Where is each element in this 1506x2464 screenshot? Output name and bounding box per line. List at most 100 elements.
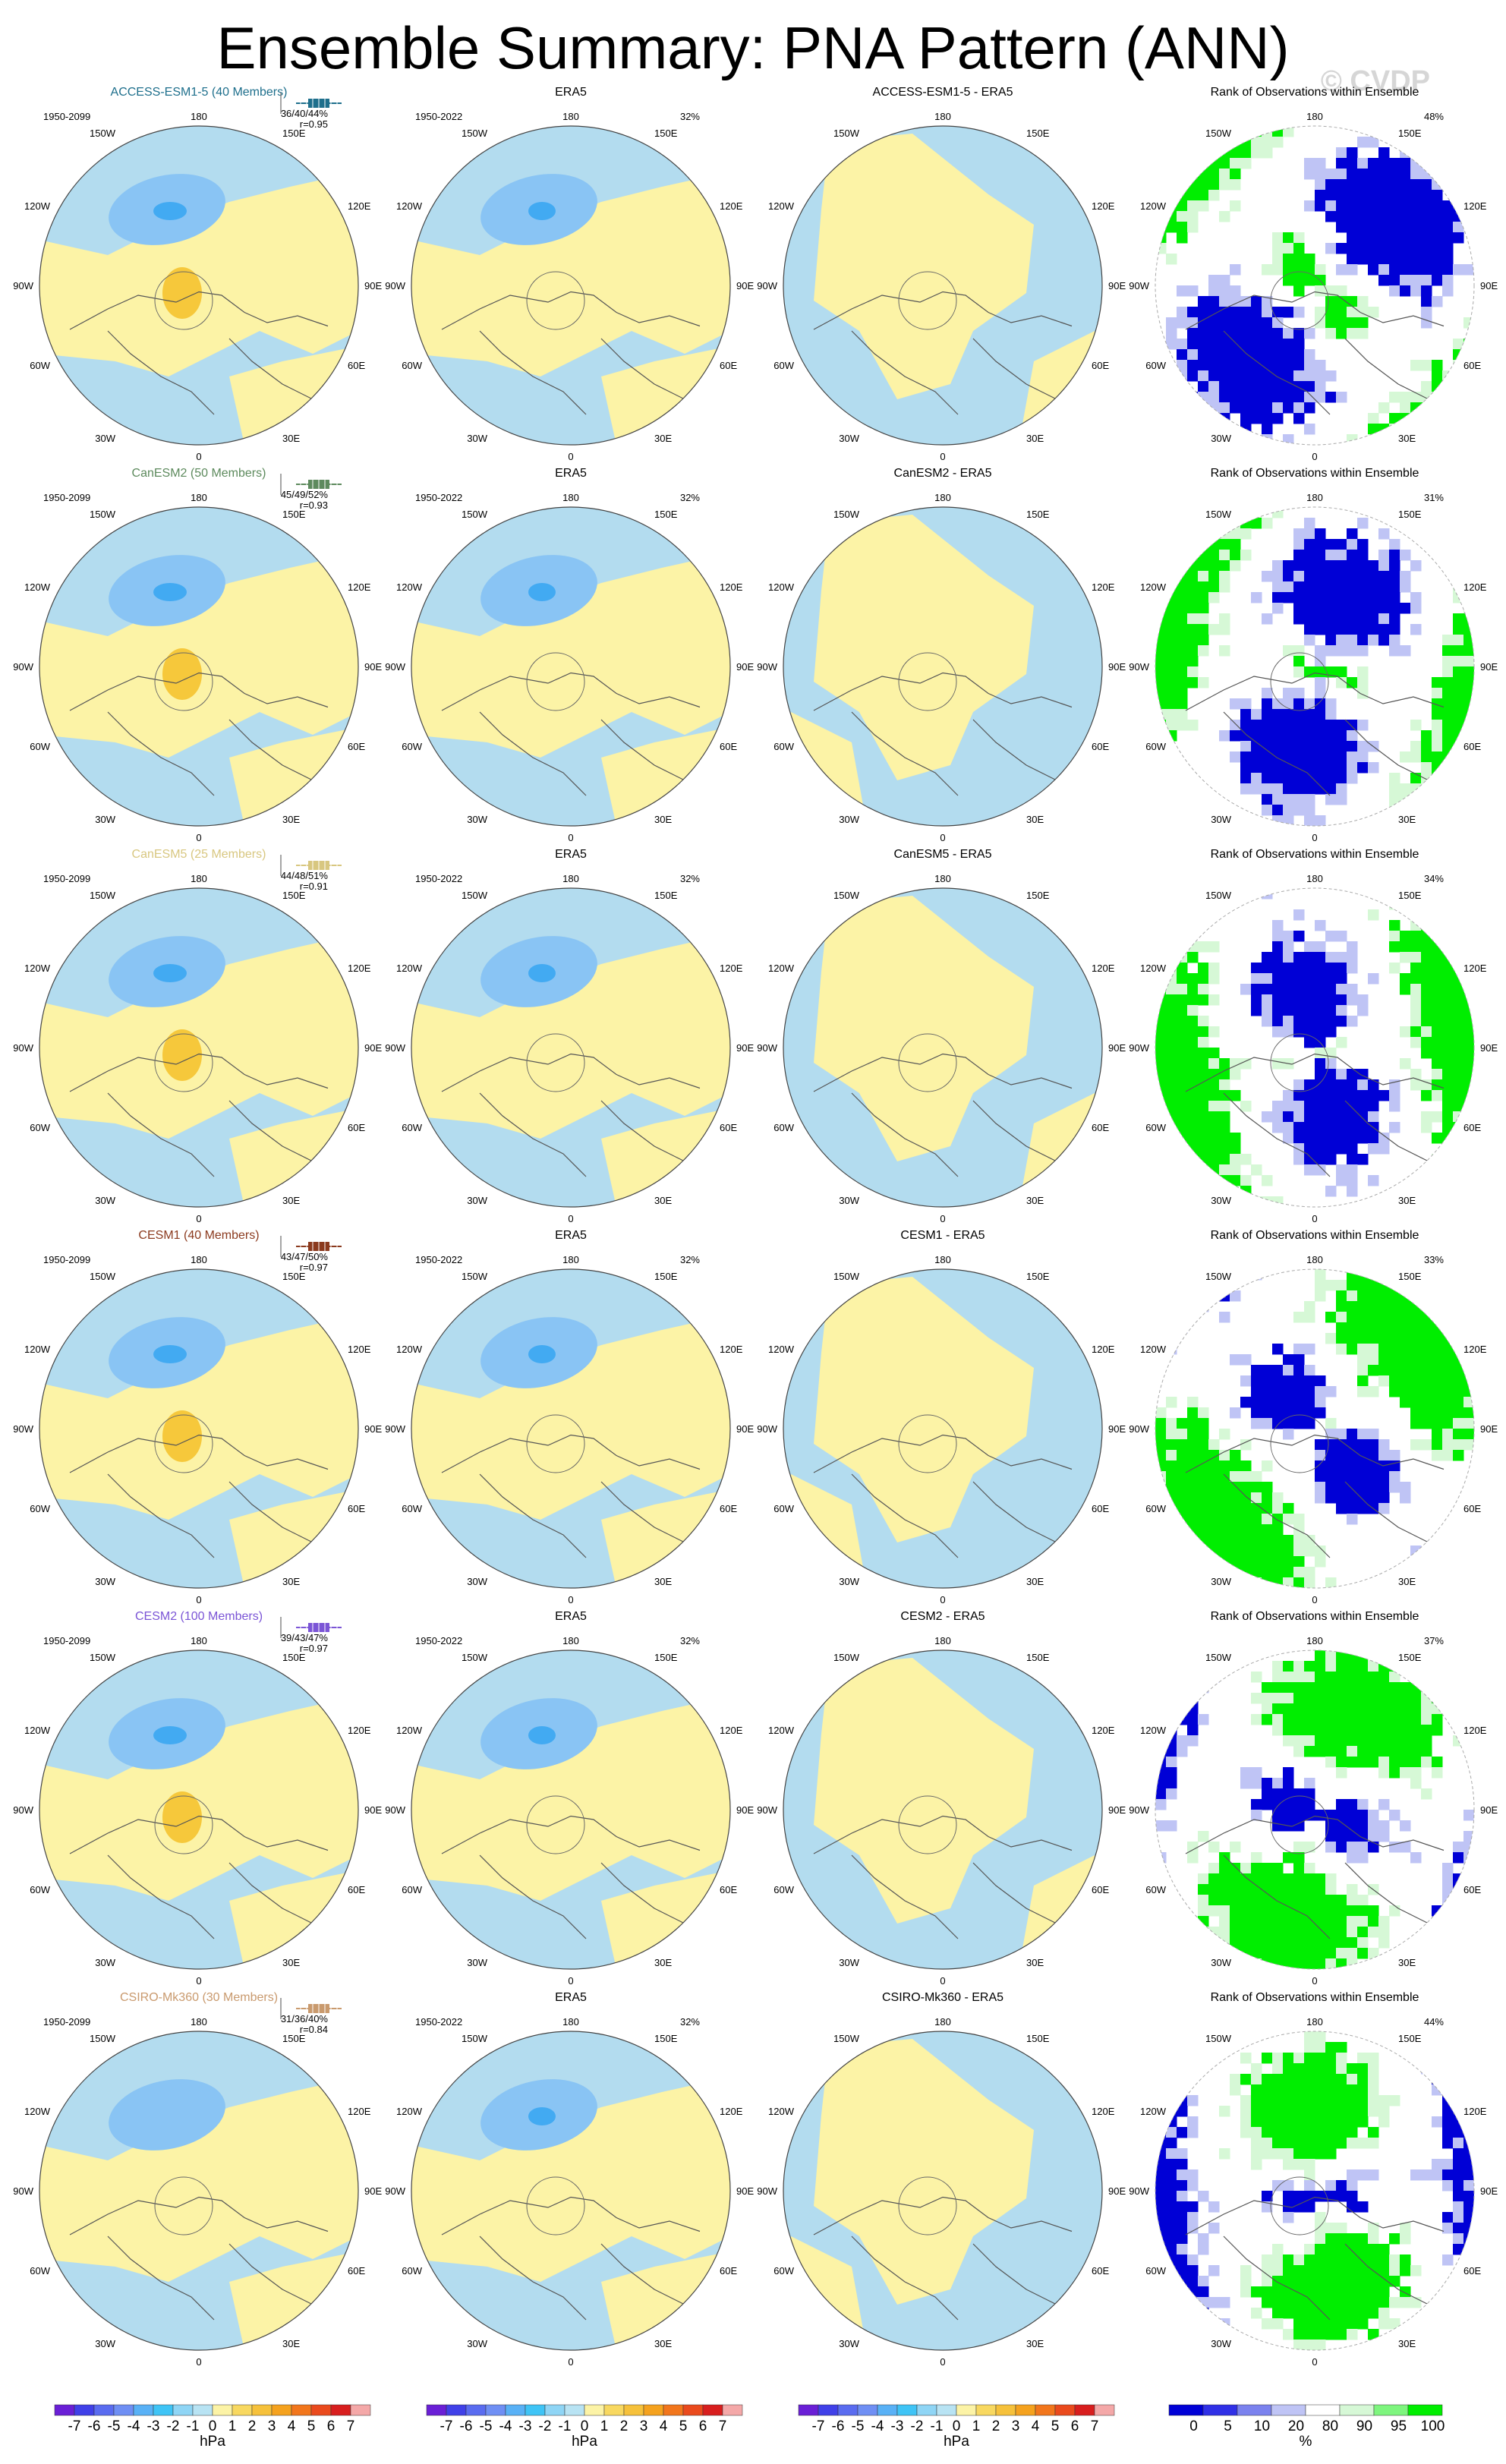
- rank-cell: [1410, 1693, 1422, 1704]
- lon-label-120w: 120W: [24, 2106, 51, 2117]
- rank-cell: [1325, 603, 1337, 614]
- lon-label-150w: 150W: [462, 1652, 488, 1663]
- rank-cell: [1155, 1016, 1167, 1027]
- lon-label-180: 180: [934, 2016, 951, 2028]
- rank-cell: [1293, 973, 1305, 985]
- rank-cell: [1378, 1714, 1390, 1725]
- rank-cell: [1155, 539, 1167, 550]
- rank-cell: [1378, 1280, 1390, 1291]
- rank-cell: [1219, 2148, 1230, 2160]
- rank-cell: [1357, 1375, 1369, 1387]
- rank-cell: [1304, 2265, 1315, 2277]
- rank-cell: [1293, 539, 1305, 550]
- rank-cell: [1262, 2116, 1273, 2128]
- rank-cell: [1208, 581, 1220, 593]
- rank-cell: [1198, 1407, 1209, 1419]
- rank-cell: [1251, 1492, 1262, 1504]
- rank-cell: [1262, 2138, 1273, 2149]
- rank-cell: [1463, 762, 1474, 774]
- rank-cell: [1400, 984, 1411, 995]
- rank-cell: [1315, 603, 1326, 614]
- rank-cell: [1378, 1344, 1390, 1355]
- rank-cell: [1272, 773, 1284, 784]
- rank-cell: [1442, 984, 1454, 995]
- pattern-stats: 31/36/40%: [281, 2013, 329, 2024]
- lon-label-60e: 60E: [348, 1884, 365, 1895]
- coastline: [1344, 719, 1429, 781]
- rank-cell: [1208, 1905, 1220, 1917]
- rank-cell: [1304, 2031, 1315, 2043]
- rank-cell: [1219, 1895, 1230, 1906]
- rank-cell: [1187, 1471, 1199, 1482]
- rank-cell: [1389, 1344, 1400, 1355]
- rank-cell: [1432, 200, 1443, 212]
- rank-cell: [1421, 899, 1432, 910]
- rank-cell: [1262, 805, 1273, 816]
- rank-cell: [1187, 1735, 1199, 1747]
- rank-cell: [1304, 720, 1315, 731]
- lon-label-90e: 90E: [1480, 1042, 1498, 1054]
- rank-cell: [1166, 1535, 1177, 1546]
- rank-cell: [1357, 317, 1369, 329]
- rank-cell: [1272, 805, 1284, 816]
- rank-cell: [1262, 1546, 1273, 1557]
- rank-cell: [1187, 317, 1199, 329]
- rank-cell: [1155, 603, 1167, 614]
- rank-cell: [1325, 984, 1337, 995]
- rank-cell: [1251, 1269, 1262, 1281]
- rank-cell: [1336, 1682, 1347, 1694]
- rank-cell: [1293, 243, 1305, 254]
- rank-cell: [1325, 2223, 1337, 2234]
- rank-cell: [1453, 1852, 1464, 1864]
- rank-cell: [1177, 973, 1188, 985]
- rank-cell: [1283, 1016, 1294, 1027]
- rank-cell: [1155, 550, 1167, 561]
- rank-cell: [1177, 1016, 1188, 1027]
- rank-cell: [1421, 307, 1432, 318]
- rank-cell: [1198, 1546, 1209, 1557]
- rank-cell: [1283, 2127, 1294, 2138]
- rank-cell: [1272, 1397, 1284, 1408]
- rank-cell: [1304, 1842, 1315, 1853]
- rank-cell: [1357, 2063, 1369, 2075]
- rank-cell: [1325, 1482, 1337, 1493]
- rank-cell: [1400, 1714, 1411, 1725]
- rank-cell: [1155, 984, 1167, 995]
- lon-label-30w: 30W: [467, 1195, 487, 1206]
- rank-cell: [1442, 2042, 1454, 2053]
- rank-cell: [1187, 1482, 1199, 1493]
- rank-cell: [1453, 656, 1464, 667]
- rank-cell: [1304, 762, 1315, 774]
- coastline: [1223, 711, 1331, 796]
- rank-cell: [1304, 635, 1315, 646]
- rank-cell: [1400, 1482, 1411, 1493]
- coastline: [813, 672, 1073, 711]
- rank-cell: [1155, 2212, 1167, 2223]
- rank-cell: [1304, 994, 1315, 1006]
- lon-label-90e: 90E: [1480, 661, 1498, 673]
- rank-cell: [1198, 1905, 1209, 1917]
- rank-cell: [1432, 1429, 1443, 1440]
- observation-period: 1950-2022: [415, 492, 462, 503]
- rank-cell: [1347, 1143, 1358, 1155]
- lon-label-90e: 90E: [1108, 1804, 1126, 1816]
- rank-cell: [1304, 169, 1315, 180]
- rank-cell: [1262, 741, 1273, 752]
- rank-cell: [1400, 783, 1411, 795]
- lon-label-90w: 90W: [385, 1804, 405, 1816]
- rank-cell: [1432, 1767, 1443, 1779]
- rank-cell: [1432, 741, 1443, 752]
- rank-cell: [1166, 2180, 1177, 2191]
- rank-cell: [1336, 1820, 1347, 1832]
- rank-cell: [1389, 2095, 1400, 2106]
- rank-cell: [1262, 1895, 1273, 1906]
- rank-cell: [1304, 2053, 1315, 2064]
- rank-cell: [1166, 222, 1177, 233]
- rank-cell: [1315, 2244, 1326, 2255]
- rank-cell: [1177, 1546, 1188, 1557]
- rank-cell: [1155, 1492, 1167, 1504]
- rank-cell: [1400, 2265, 1411, 2277]
- rank-cell: [1262, 720, 1273, 731]
- rank-cell: [1378, 603, 1390, 614]
